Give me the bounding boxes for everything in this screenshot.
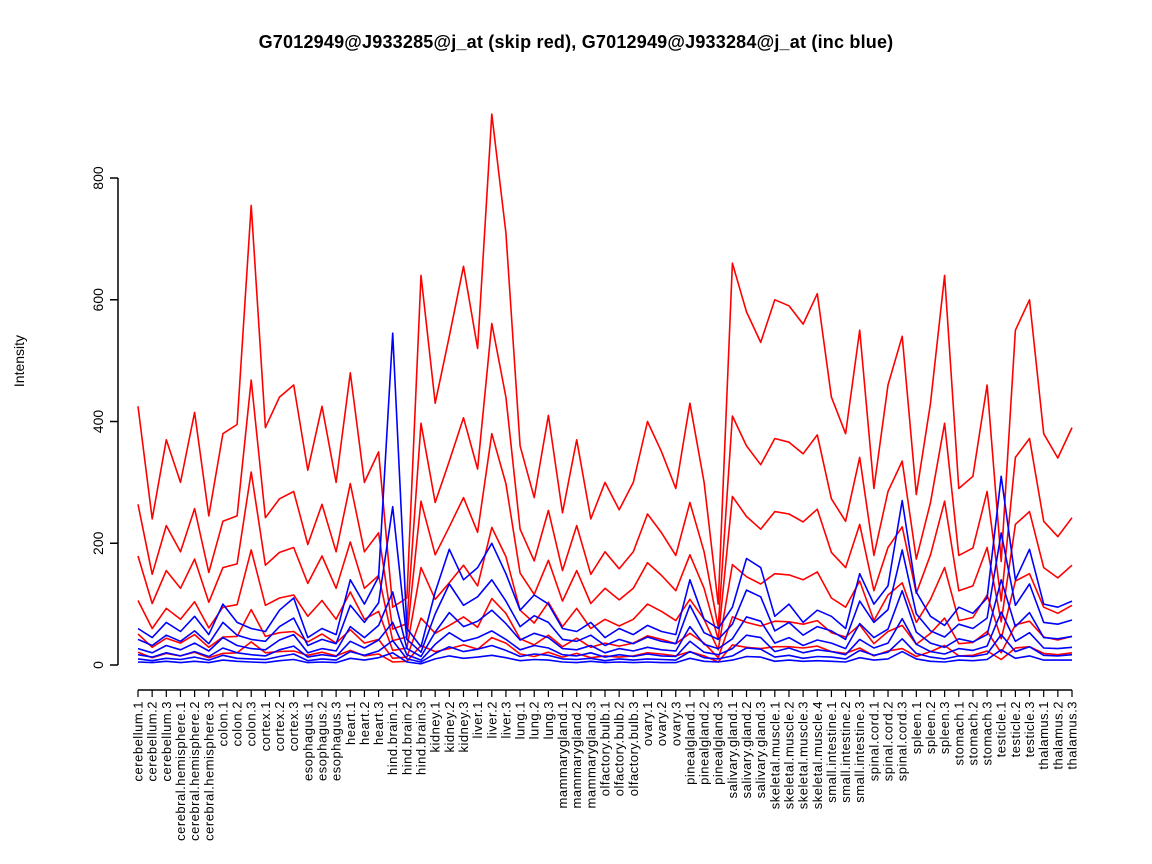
series-line-inc-probe-5 xyxy=(137,633,1073,663)
x-tick-label: mammarygland.2 xyxy=(569,701,584,808)
x-tick-label: testicle.1 xyxy=(994,701,1009,757)
x-tick-label: small.intestine.2 xyxy=(838,701,853,803)
x-tick-label: esophagus.2 xyxy=(314,701,329,781)
x-tick-label: olfactory.bulb.3 xyxy=(626,701,641,796)
x-tick-label: lung.2 xyxy=(527,701,542,739)
x-tick-label: spinal.cord.1 xyxy=(866,701,881,781)
x-tick-label: cerebral.hemisphere.3 xyxy=(201,701,216,841)
x-tick-label: liver.1 xyxy=(470,701,485,738)
x-tick-label: esophagus.3 xyxy=(329,701,344,781)
x-tick-label: spleen.1 xyxy=(909,701,924,754)
x-tick-label: cortex.2 xyxy=(272,701,287,751)
x-tick-label: mammarygland.1 xyxy=(555,701,570,808)
x-tick-label: cortex.1 xyxy=(258,701,273,751)
series-line-skip-probe-1 xyxy=(137,113,1073,609)
x-tick-label: heart.2 xyxy=(357,701,372,745)
x-tick-label: pinealgland.3 xyxy=(711,701,726,785)
series-line-inc-probe-6 xyxy=(137,648,1072,665)
x-tick-label: esophagus.1 xyxy=(300,701,315,781)
x-tick-label: spinal.cord.3 xyxy=(895,701,910,781)
series-line-inc-probe-4 xyxy=(137,611,1073,661)
x-tick-label: skeletal.muscle.3 xyxy=(796,701,811,809)
y-tick-label: 0 xyxy=(90,661,106,669)
x-tick-label: cerebral.hemisphere.2 xyxy=(187,701,202,841)
x-tick-label: stomach.3 xyxy=(980,701,995,765)
x-tick-label: liver.3 xyxy=(498,701,513,738)
x-tick-label: stomach.1 xyxy=(951,701,966,765)
series-line-skip-probe-3 xyxy=(137,432,1073,642)
x-tick-label: lung.1 xyxy=(513,701,528,739)
x-tick-label: small.intestine.3 xyxy=(852,701,867,803)
y-tick-label: 200 xyxy=(90,531,106,555)
x-tick-label: spleen.2 xyxy=(923,701,938,754)
x-tick-label: kidney.1 xyxy=(428,701,443,752)
x-tick-label: skeletal.muscle.4 xyxy=(810,701,825,809)
x-tick-label: ovary.2 xyxy=(654,701,669,746)
x-tick-label: skeletal.muscle.2 xyxy=(781,701,796,809)
x-tick-label: ovary.3 xyxy=(668,701,683,746)
x-tick-label: small.intestine.1 xyxy=(824,701,839,803)
series-line-skip-probe-4 xyxy=(137,526,1073,652)
x-tick-label: salivary.gland.3 xyxy=(753,701,768,798)
x-tick-label: pinealgland.2 xyxy=(697,701,712,785)
x-tick-label: stomach.2 xyxy=(965,701,980,765)
x-tick-label: liver.2 xyxy=(484,701,499,738)
x-tick-label: hind.brain.1 xyxy=(385,701,400,775)
series-line-skip-probe-2 xyxy=(137,322,1073,630)
x-tick-label: kidney.3 xyxy=(456,701,471,752)
x-tick-label: pinealgland.1 xyxy=(682,701,697,785)
x-tick-label: thalamus.3 xyxy=(1065,701,1080,770)
x-tick-label: heart.3 xyxy=(371,701,386,745)
x-tick-label: testicle.2 xyxy=(1008,701,1023,757)
x-tick-label: colon.1 xyxy=(215,701,230,746)
x-tick-label: colon.2 xyxy=(230,701,245,746)
x-tick-label: heart.1 xyxy=(343,701,358,745)
x-tick-label: cerebellum.1 xyxy=(131,701,146,781)
x-tick-label: hind.brain.3 xyxy=(414,701,429,775)
x-tick-label: cerebellum.2 xyxy=(145,701,160,781)
x-tick-label: spinal.cord.2 xyxy=(881,701,896,781)
x-tick-label: skeletal.muscle.1 xyxy=(767,701,782,809)
x-tick-label: thalamus.2 xyxy=(1050,701,1065,770)
y-tick-label: 600 xyxy=(90,288,106,312)
x-tick-label: salivary.gland.2 xyxy=(739,701,754,798)
series-line-skip-probe-6 xyxy=(137,636,1073,663)
series-line-inc-probe-3 xyxy=(137,578,1073,658)
x-tick-label: hind.brain.2 xyxy=(399,701,414,775)
x-tick-label: cerebellum.3 xyxy=(159,701,174,781)
x-tick-label: spleen.3 xyxy=(937,701,952,754)
x-tick-label: mammarygland.3 xyxy=(583,701,598,808)
x-tick-label: colon.3 xyxy=(244,701,259,746)
y-tick-label: 400 xyxy=(90,410,106,434)
chart-title: G7012949@J933285@j_at (skip red), G70129… xyxy=(258,32,894,52)
x-tick-label: cerebral.hemisphere.1 xyxy=(173,701,188,841)
x-tick-label: salivary.gland.1 xyxy=(725,701,740,798)
x-tick-label: cortex.3 xyxy=(286,701,301,751)
x-tick-label: lung.3 xyxy=(541,701,556,739)
x-tick-label: kidney.2 xyxy=(442,701,457,752)
x-tick-label: thalamus.1 xyxy=(1036,701,1051,770)
series-line-inc-probe-1 xyxy=(137,332,1073,648)
y-tick-label: 800 xyxy=(90,166,106,190)
x-tick-label: testicle.3 xyxy=(1022,701,1037,757)
series-line-inc-probe-2 xyxy=(137,505,1073,654)
x-tick-label: olfactory.bulb.1 xyxy=(598,701,613,796)
x-tick-label: olfactory.bulb.2 xyxy=(612,701,627,796)
x-tick-label: ovary.1 xyxy=(640,701,655,746)
